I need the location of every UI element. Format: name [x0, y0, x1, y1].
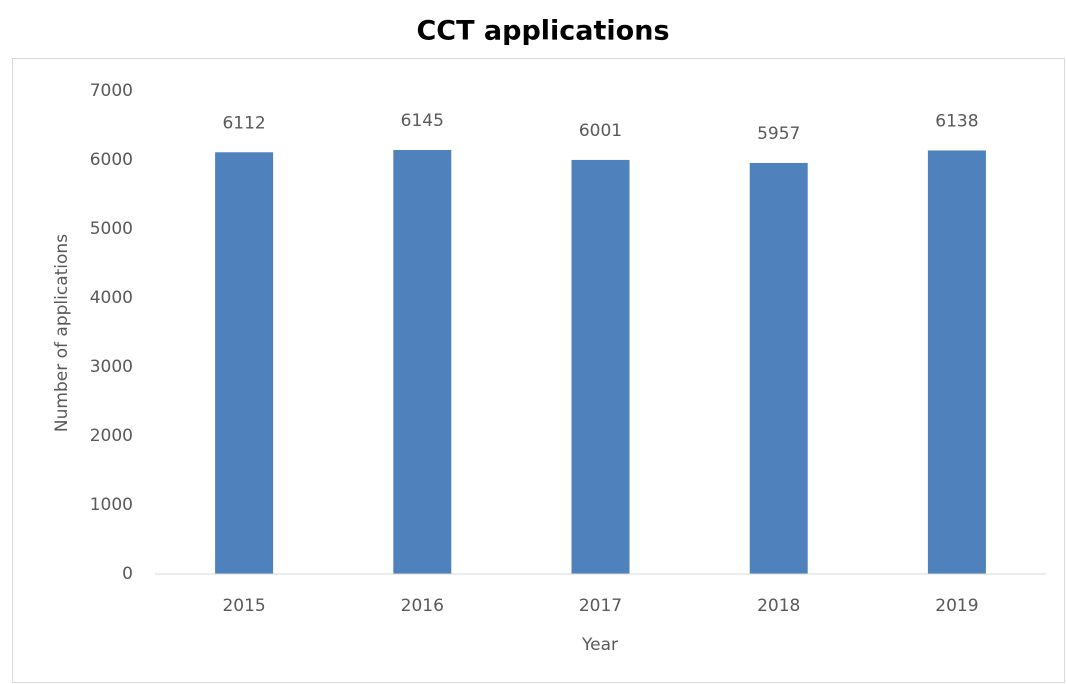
bar [749, 162, 808, 575]
data-label: 5957 [757, 124, 800, 144]
y-tick-label: 1000 [90, 495, 133, 515]
y-tick-label: 5000 [90, 219, 133, 239]
bar [571, 159, 630, 574]
y-tick-label: 4000 [90, 288, 133, 308]
x-tick-label: 2015 [222, 596, 265, 616]
x-tick-label: 2019 [935, 596, 978, 616]
chart-frame [12, 58, 1065, 683]
chart-title: CCT applications [416, 16, 669, 47]
y-tick-label: 7000 [90, 81, 133, 101]
y-tick-label: 6000 [90, 150, 133, 170]
data-label: 6112 [222, 113, 265, 133]
y-tick-label: 3000 [90, 357, 133, 377]
x-tick-label: 2017 [579, 596, 622, 616]
bar [927, 150, 986, 574]
x-tick-label: 2016 [401, 596, 444, 616]
x-tick-label: 2018 [757, 596, 800, 616]
y-axis-title: Number of applications [52, 234, 72, 432]
data-label: 6138 [935, 111, 978, 131]
y-tick-label: 2000 [90, 426, 133, 446]
bar [393, 149, 452, 574]
data-label: 6145 [401, 111, 444, 131]
y-tick-label: 0 [122, 564, 133, 584]
x-axis-title: Year [581, 635, 618, 655]
data-label: 6001 [579, 121, 622, 141]
bar [215, 152, 274, 574]
